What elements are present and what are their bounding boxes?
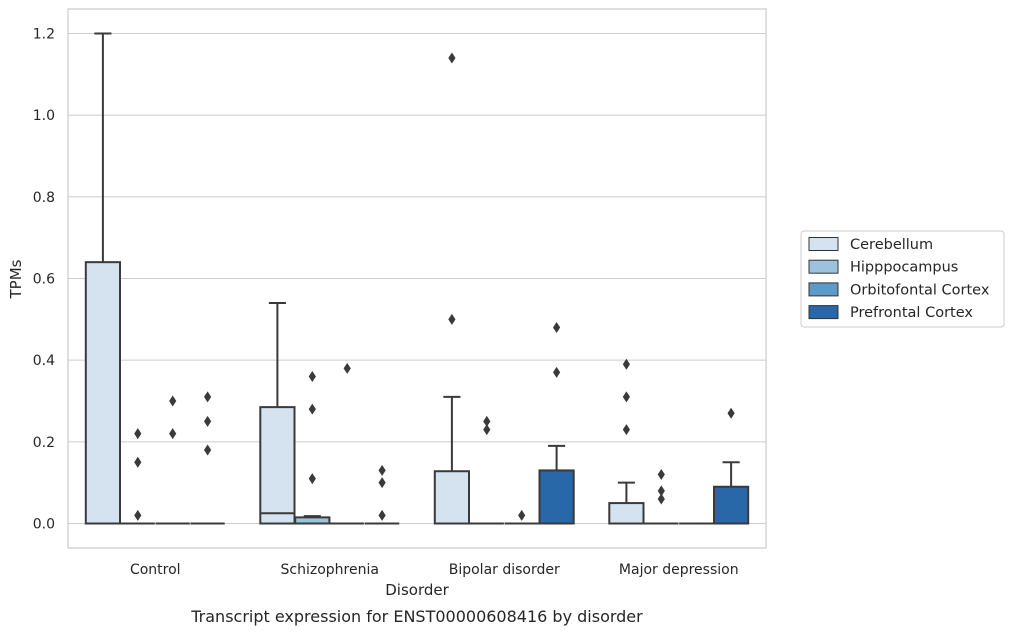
legend-swatch	[808, 237, 839, 251]
legend-label: Hipppocampus	[850, 260, 958, 276]
legend-items: Cerebellum Hipppocampus Orbitofontal Corte…	[808, 237, 990, 321]
box-body	[433, 470, 471, 525]
outlier-point	[553, 322, 561, 333]
outlier-point	[378, 477, 386, 489]
box-2-3	[538, 444, 575, 525]
x-tick-label: Major depression	[619, 562, 739, 578]
y-tick-labels: 0.0 0.2 0.4 0.6 0.8 1.0 1.2	[33, 27, 55, 533]
x-tick-labels: Control Schizophrenia Bipolar disorder Majo…	[130, 562, 739, 578]
grid-layer	[68, 33, 766, 524]
y-axis-label: TPMs	[7, 259, 25, 299]
outlier-point	[378, 464, 386, 476]
y-tick-label: 1.0	[33, 108, 55, 124]
outlier-point	[622, 391, 630, 403]
box-0-0	[84, 32, 122, 525]
legend-label: Cerebellum	[850, 237, 933, 253]
legend-label: Orbitofontal Cortex	[850, 282, 990, 298]
legend-swatch	[808, 259, 839, 274]
outlier-point	[204, 444, 212, 456]
outlier-point	[308, 473, 316, 485]
outlier-point	[483, 415, 491, 427]
outlier-point	[134, 428, 142, 440]
outlier-point	[657, 493, 665, 505]
legend-swatch	[808, 305, 839, 320]
outlier-point	[553, 366, 561, 378]
box-body	[84, 261, 122, 525]
outlier-point	[134, 456, 142, 468]
y-tick-label: 0.8	[33, 190, 55, 206]
x-tick-label: Bipolar disorder	[449, 562, 560, 578]
y-tick-label: 0.0	[33, 517, 55, 533]
outlier-point	[308, 403, 316, 415]
outlier-layer	[134, 52, 735, 521]
box-2-0	[433, 395, 471, 525]
box-body	[538, 469, 575, 525]
box-3-3	[712, 461, 750, 525]
outlier-point	[204, 391, 212, 403]
outlier-point	[204, 415, 212, 427]
box-1-0	[259, 302, 296, 525]
x-tick-label: Control	[130, 562, 181, 578]
box-body	[712, 485, 750, 525]
plot-frame	[67, 8, 767, 549]
box-body	[259, 406, 296, 525]
outlier-point	[483, 424, 491, 436]
outlier-point	[518, 509, 526, 521]
outlier-point	[378, 509, 386, 521]
y-tick-label: 0.6	[33, 272, 55, 288]
x-tick-label: Schizophrenia	[281, 562, 379, 578]
outlier-point	[448, 52, 456, 64]
outlier-point	[169, 395, 177, 407]
box-3-0	[608, 481, 645, 525]
box-layer	[84, 32, 750, 525]
outlier-point	[727, 407, 735, 419]
outlier-point	[657, 485, 665, 497]
outlier-point	[308, 371, 316, 382]
outlier-point	[448, 313, 456, 325]
legend-frame	[800, 230, 1005, 328]
legend: Cerebellum Hipppocampus Orbitofontal Corte…	[800, 230, 1005, 328]
outlier-point	[169, 428, 177, 440]
chart-caption: Transcript expression for ENST0000060841…	[190, 607, 643, 626]
outlier-point	[657, 469, 665, 480]
outlier-point	[622, 358, 630, 370]
y-tick-label: 0.4	[33, 353, 55, 369]
legend-swatch	[808, 282, 839, 297]
x-axis-label: Disorder	[385, 581, 449, 599]
box-body	[608, 502, 645, 525]
legend-label: Prefrontal Cortex	[850, 305, 973, 321]
outlier-point	[622, 424, 630, 436]
y-tick-label: 1.2	[33, 27, 55, 43]
box-1-1	[294, 515, 331, 525]
outlier-point	[343, 362, 351, 374]
y-tick-label: 0.2	[33, 435, 55, 451]
outlier-point	[134, 509, 142, 521]
